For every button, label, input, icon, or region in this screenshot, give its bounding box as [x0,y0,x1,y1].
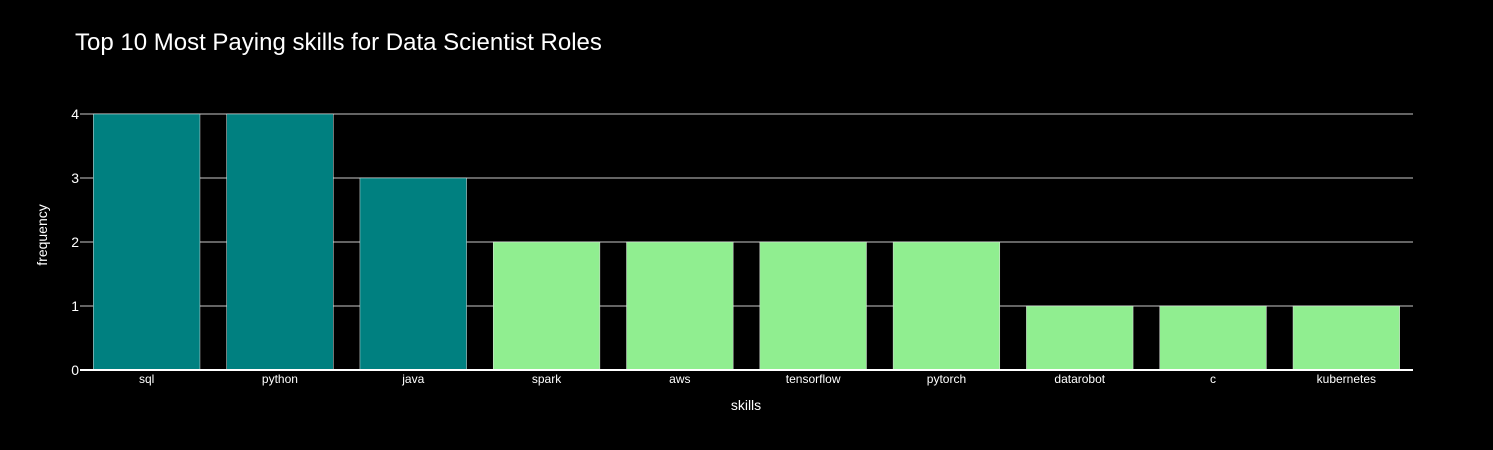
y-tick-label: 3 [71,170,79,186]
bar-sql[interactable] [93,113,201,371]
y-axis-label: frequency [34,204,50,265]
y-tick-labels: 0 1 2 3 4 [71,106,79,378]
chart-title: Top 10 Most Paying skills for Data Scien… [75,29,602,56]
x-tick-label-tensorflow: tensorflow [786,372,841,386]
x-tick-labels: sql python java spark aws tensorflow pytorch da… [139,372,1376,386]
x-tick-label-python: python [262,372,298,386]
x-tick-label-pytorch: pytorch [927,372,966,386]
x-tick-label-spark: spark [532,372,562,386]
y-tick-label: 1 [71,298,79,314]
bar-datarobot[interactable] [1026,305,1134,371]
y-tick-label: 0 [71,362,79,378]
x-tick-label-java: java [401,372,424,386]
bar-spark[interactable] [492,241,601,371]
bars[interactable] [93,113,1400,371]
x-tick-label-aws: aws [669,372,690,386]
y-tick-label: 2 [71,234,79,250]
bar-aws[interactable] [626,241,734,371]
x-tick-label-datarobot: datarobot [1054,372,1105,386]
bar-java[interactable] [359,177,467,371]
bar-pytorch[interactable] [892,241,1001,371]
bar-python[interactable] [226,113,334,371]
y-tick-label: 4 [71,106,79,122]
x-tick-label-kubernetes: kubernetes [1317,372,1376,386]
x-tick-label-c: c [1210,372,1216,386]
bar-kubernetes[interactable] [1292,305,1400,371]
bar-tensorflow[interactable] [759,241,867,371]
bar-c[interactable] [1159,305,1267,371]
x-tick-label-sql: sql [139,372,154,386]
x-axis-label: skills [731,397,761,413]
